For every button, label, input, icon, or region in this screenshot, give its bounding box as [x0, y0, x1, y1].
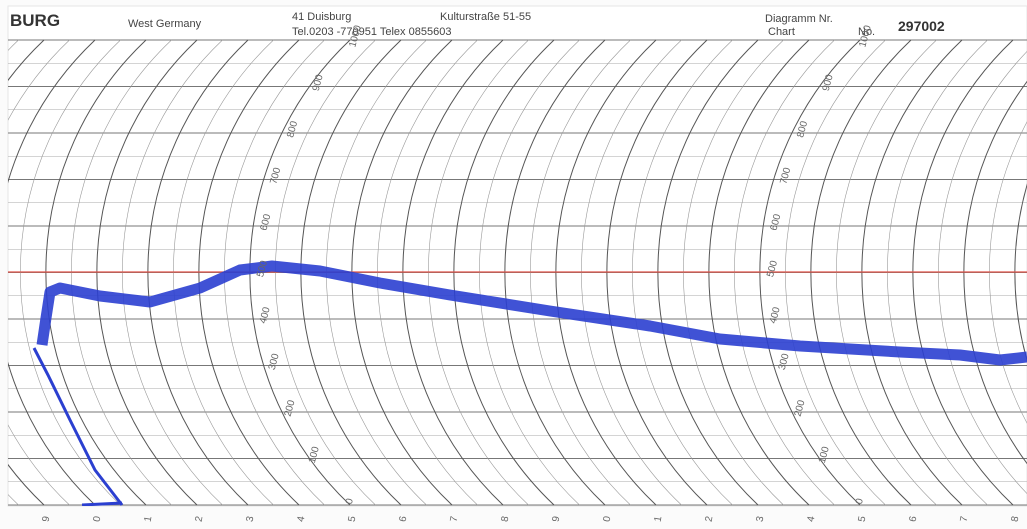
- chart-number: 297002: [898, 18, 945, 34]
- brand: BURG: [10, 11, 60, 30]
- trace-base: [82, 503, 122, 505]
- phone: Tel.0203 -770951 Telex 0855603: [292, 26, 451, 38]
- page: BURG West Germany 41 Duisburg Kulturstra…: [0, 0, 1027, 529]
- country: West Germany: [128, 18, 202, 30]
- street: Kulturstraße 51-55: [440, 11, 531, 23]
- chart-label-en: Chart: [768, 26, 795, 38]
- chart-paper: BURG West Germany 41 Duisburg Kulturstra…: [0, 0, 1027, 529]
- chart-label-de: Diagramm Nr.: [765, 13, 833, 25]
- city: 41 Duisburg: [292, 11, 351, 23]
